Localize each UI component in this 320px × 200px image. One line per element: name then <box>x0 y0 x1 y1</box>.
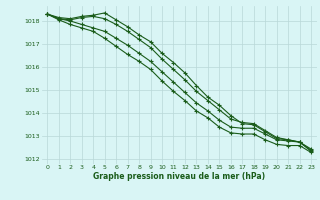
X-axis label: Graphe pression niveau de la mer (hPa): Graphe pression niveau de la mer (hPa) <box>93 172 265 181</box>
